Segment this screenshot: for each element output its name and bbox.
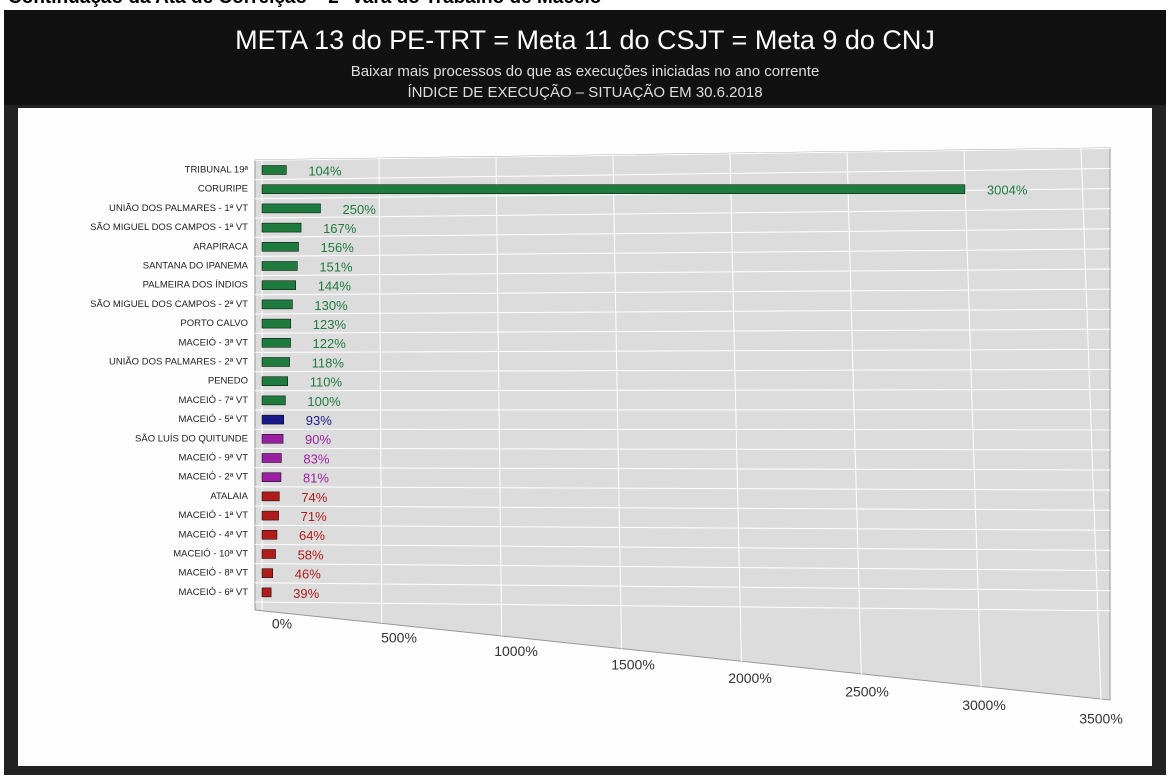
x-tick-label: 1000% bbox=[494, 643, 538, 659]
y-tick-label: MACEIÓ - 6ª VT bbox=[179, 587, 249, 598]
y-tick-label: MACEIÓ - 10ª VT bbox=[173, 549, 248, 560]
bar bbox=[262, 550, 276, 559]
value-label: 104% bbox=[308, 163, 342, 178]
bar bbox=[262, 204, 321, 213]
x-tick-label: 3500% bbox=[1079, 711, 1123, 727]
bar bbox=[262, 588, 271, 597]
value-label: 46% bbox=[295, 567, 321, 582]
y-tick-label: MACEIÓ - 2ª VT bbox=[179, 472, 249, 483]
bar bbox=[262, 338, 291, 347]
value-label: 81% bbox=[303, 471, 329, 486]
x-tick-label: 0% bbox=[272, 616, 292, 632]
bar bbox=[262, 281, 296, 290]
value-label: 151% bbox=[319, 259, 353, 274]
x-tick-label: 3000% bbox=[962, 697, 1006, 713]
value-label: 90% bbox=[305, 432, 331, 447]
value-label: 83% bbox=[303, 451, 329, 466]
y-tick-label: SÃO LUÍS DO QUITUNDE bbox=[135, 433, 248, 444]
bar bbox=[262, 530, 277, 539]
y-tick-label: PORTO CALVO bbox=[180, 318, 248, 329]
value-label: 122% bbox=[313, 336, 347, 351]
value-label: 71% bbox=[301, 509, 327, 524]
bar bbox=[262, 262, 297, 271]
bar bbox=[262, 300, 292, 309]
value-label: 100% bbox=[307, 394, 341, 409]
y-tick-label: SÃO MIGUEL DOS CAMPOS - 2ª VT bbox=[90, 299, 248, 310]
bar bbox=[262, 166, 286, 175]
bar bbox=[262, 569, 273, 578]
y-tick-label: PALMEIRA DOS ÍNDIOS bbox=[143, 280, 248, 291]
value-label: 118% bbox=[312, 355, 345, 370]
bar bbox=[262, 377, 288, 386]
bar bbox=[262, 396, 285, 405]
value-label: 64% bbox=[299, 528, 325, 543]
value-label: 144% bbox=[318, 279, 352, 294]
y-tick-label: MACEIÓ - 7ª VT bbox=[179, 395, 249, 406]
y-tick-label: UNIÃO DOS PALMARES - 1ª VT bbox=[109, 203, 248, 214]
value-label: 74% bbox=[301, 490, 327, 505]
bar bbox=[262, 358, 290, 367]
bar bbox=[262, 185, 965, 194]
y-tick-label: ATALAIA bbox=[210, 491, 248, 502]
value-label: 250% bbox=[343, 202, 377, 217]
bar bbox=[262, 492, 279, 501]
y-tick-label: SÃO MIGUEL DOS CAMPOS - 1ª VT bbox=[90, 222, 248, 233]
chart-subtitle: Baixar mais processos do que as execuçõe… bbox=[351, 63, 820, 80]
chart-subtitle: ÍNDICE DE EXECUÇÃO – SITUAÇÃO EM 30.6.20… bbox=[407, 84, 762, 101]
bar bbox=[262, 473, 281, 482]
y-tick-label: MACEIÓ - 4ª VT bbox=[179, 529, 249, 540]
value-label: 110% bbox=[310, 375, 343, 390]
bar bbox=[262, 319, 291, 328]
x-tick-label: 1500% bbox=[611, 656, 655, 672]
y-tick-label: MACEIÓ - 1ª VT bbox=[179, 510, 249, 521]
plot-area bbox=[255, 148, 1110, 700]
chart-title: META 13 do PE-TRT = Meta 11 do CSJT = Me… bbox=[235, 25, 935, 55]
value-label: 123% bbox=[313, 317, 347, 332]
bar bbox=[262, 454, 281, 463]
y-tick-label: MACEIÓ - 5ª VT bbox=[179, 414, 249, 425]
value-label: 130% bbox=[314, 298, 348, 313]
y-tick-label: ARAPIRACA bbox=[193, 241, 249, 252]
y-tick-label: UNIÃO DOS PALMARES - 2ª VT bbox=[109, 357, 248, 368]
bar bbox=[262, 511, 279, 520]
y-tick-label: CORURIPE bbox=[198, 184, 248, 195]
y-tick-label: MACEIÓ - 8ª VT bbox=[179, 568, 249, 579]
value-label: 58% bbox=[298, 547, 324, 562]
header-text: Continuação da Ata de Correição – 2ª Var… bbox=[8, 0, 601, 8]
value-label: 167% bbox=[323, 221, 357, 236]
y-tick-label: PENEDO bbox=[208, 376, 248, 387]
value-label: 3004% bbox=[987, 183, 1028, 198]
bar bbox=[262, 242, 299, 251]
y-tick-label: TRIBUNAL 19ª bbox=[185, 165, 249, 176]
value-label: 156% bbox=[321, 240, 355, 255]
bar bbox=[262, 223, 301, 232]
x-tick-label: 500% bbox=[381, 629, 417, 645]
value-label: 39% bbox=[293, 586, 319, 601]
value-label: 93% bbox=[306, 413, 332, 428]
row-line bbox=[255, 429, 1110, 430]
y-tick-label: SANTANA DO IPANEMA bbox=[143, 261, 249, 272]
y-tick-label: MACEIÓ - 3ª VT bbox=[179, 337, 249, 348]
bar bbox=[262, 415, 284, 424]
bar bbox=[262, 434, 283, 443]
y-tick-label: MACEIÓ - 9ª VT bbox=[179, 453, 249, 464]
x-tick-label: 2500% bbox=[845, 684, 889, 700]
x-tick-label: 2000% bbox=[728, 670, 772, 686]
